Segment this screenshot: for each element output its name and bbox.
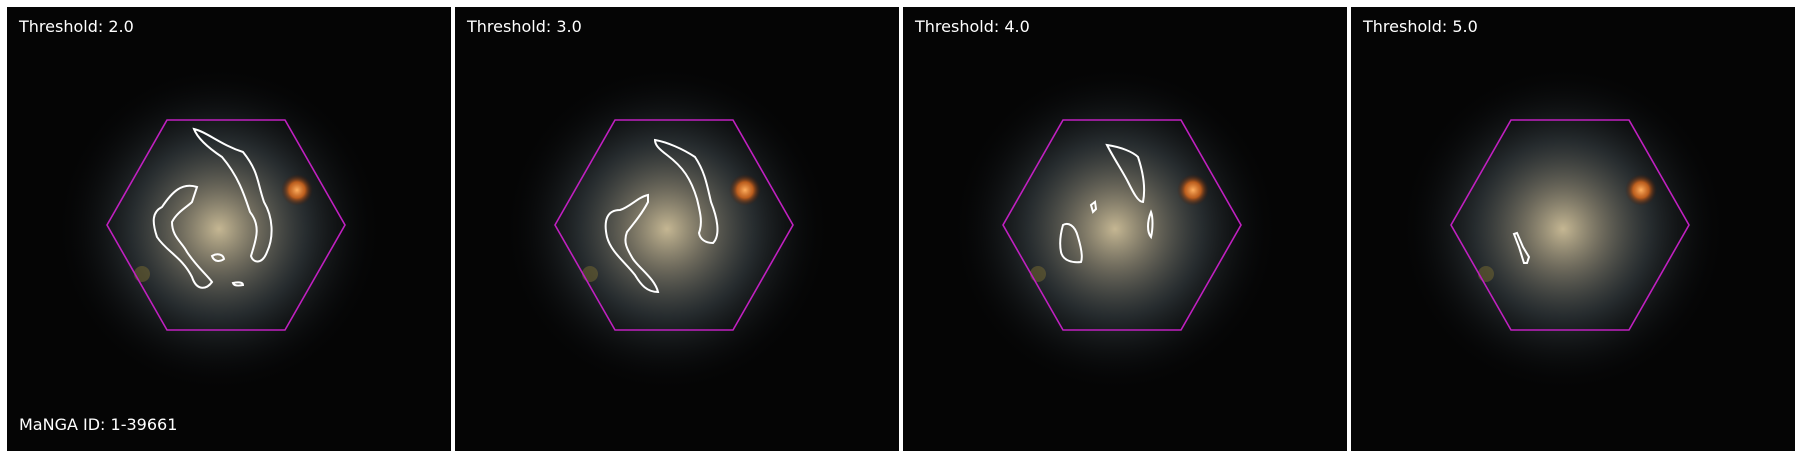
threshold-label: Threshold: 4.0 <box>915 17 1030 36</box>
threshold-label: Threshold: 3.0 <box>467 17 582 36</box>
hexagon-outline <box>106 119 346 331</box>
galaxy-panel-threshold-2: Threshold: 2.0 MaNGA ID: 1-39661 <box>7 7 451 451</box>
contours <box>1059 143 1154 264</box>
threshold-label: Threshold: 2.0 <box>19 17 134 36</box>
galaxy-panel-threshold-5: Threshold: 5.0 <box>1351 7 1795 451</box>
contours <box>1512 231 1531 264</box>
hexagon-outline <box>554 119 794 331</box>
galaxy-image <box>1403 69 1723 389</box>
contours <box>152 127 273 289</box>
galaxy-panel-threshold-4: Threshold: 4.0 <box>903 7 1347 451</box>
contours <box>604 138 719 294</box>
galaxy-image <box>507 69 827 389</box>
manga-id-label: MaNGA ID: 1-39661 <box>19 415 178 434</box>
hexagon-outline <box>1450 119 1690 331</box>
galaxy-image <box>955 69 1275 389</box>
galaxy-image <box>59 69 379 389</box>
hexagon-outline <box>1002 119 1242 331</box>
galaxy-panel-threshold-3: Threshold: 3.0 <box>455 7 899 451</box>
threshold-label: Threshold: 5.0 <box>1363 17 1478 36</box>
